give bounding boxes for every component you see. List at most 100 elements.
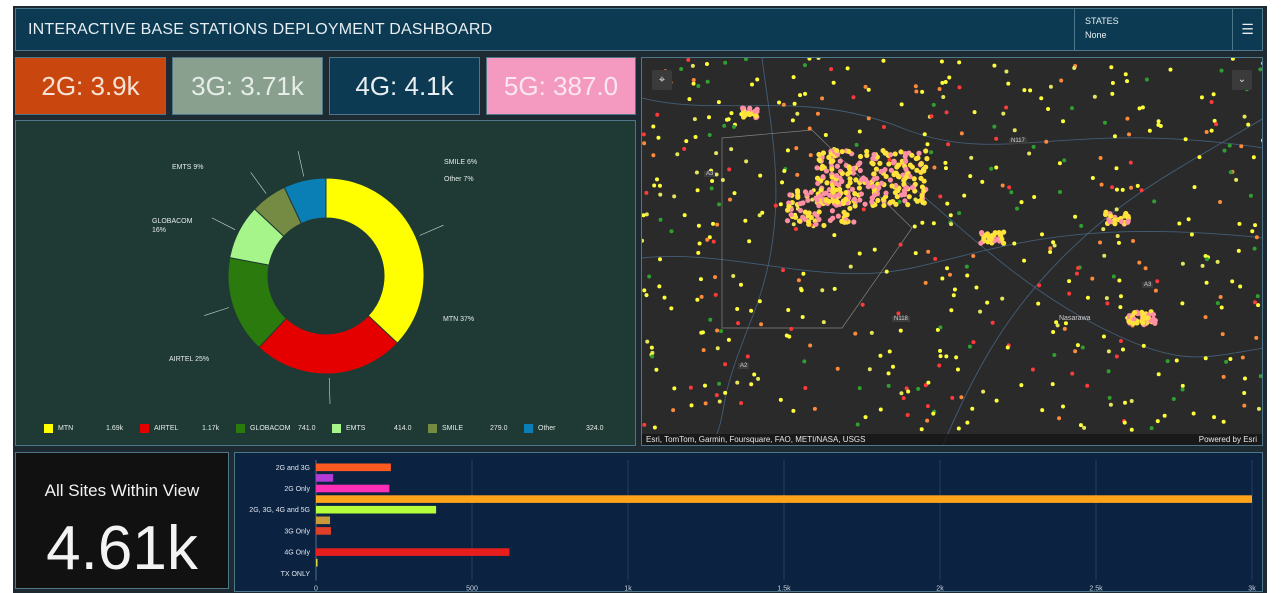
station-marker[interactable] bbox=[672, 386, 677, 391]
station-marker[interactable] bbox=[1110, 91, 1115, 96]
station-marker[interactable] bbox=[647, 274, 652, 279]
station-marker[interactable] bbox=[749, 382, 754, 387]
station-cluster-marker[interactable] bbox=[1112, 221, 1118, 227]
station-cluster-marker[interactable] bbox=[806, 221, 812, 227]
station-marker[interactable] bbox=[795, 111, 800, 116]
station-marker[interactable] bbox=[959, 395, 964, 400]
station-marker[interactable] bbox=[1250, 229, 1255, 234]
station-marker[interactable] bbox=[948, 213, 953, 218]
station-marker[interactable] bbox=[943, 160, 948, 165]
station-marker[interactable] bbox=[929, 114, 934, 119]
legend-item-airtel[interactable]: AIRTEL bbox=[140, 424, 178, 433]
station-marker[interactable] bbox=[916, 386, 921, 391]
station-marker[interactable] bbox=[1253, 223, 1258, 228]
station-marker[interactable] bbox=[978, 309, 983, 314]
station-marker[interactable] bbox=[923, 383, 928, 388]
bar-row-5[interactable] bbox=[316, 516, 331, 525]
station-cluster-marker[interactable] bbox=[814, 197, 820, 203]
station-marker[interactable] bbox=[658, 257, 663, 262]
station-cluster-marker[interactable] bbox=[999, 236, 1005, 242]
station-marker[interactable] bbox=[717, 381, 722, 386]
station-cluster-marker[interactable] bbox=[881, 202, 887, 208]
station-marker[interactable] bbox=[1122, 420, 1127, 425]
station-marker[interactable] bbox=[1123, 400, 1128, 405]
station-marker[interactable] bbox=[899, 102, 904, 107]
legend-item-globacom[interactable]: GLOBACOM bbox=[236, 424, 290, 433]
station-cluster-marker[interactable] bbox=[816, 203, 822, 209]
station-marker[interactable] bbox=[1162, 413, 1167, 418]
station-cluster-marker[interactable] bbox=[921, 188, 927, 194]
station-marker[interactable] bbox=[994, 398, 999, 403]
station-marker[interactable] bbox=[1104, 296, 1109, 301]
station-marker[interactable] bbox=[687, 97, 692, 102]
station-marker[interactable] bbox=[1135, 183, 1140, 188]
station-marker[interactable] bbox=[1125, 79, 1130, 84]
bar-2g-and-3g[interactable] bbox=[316, 463, 391, 472]
station-marker[interactable] bbox=[642, 141, 647, 146]
station-marker[interactable] bbox=[1209, 128, 1214, 133]
station-marker[interactable] bbox=[1180, 383, 1185, 388]
station-cluster-marker[interactable] bbox=[880, 196, 887, 202]
station-cluster-marker[interactable] bbox=[886, 161, 892, 167]
station-marker[interactable] bbox=[735, 380, 740, 385]
station-marker[interactable] bbox=[1030, 367, 1035, 372]
station-marker[interactable] bbox=[1000, 183, 1005, 188]
station-marker[interactable] bbox=[714, 393, 719, 398]
station-marker[interactable] bbox=[913, 251, 918, 256]
station-cluster-marker[interactable] bbox=[905, 202, 911, 208]
station-marker[interactable] bbox=[1242, 376, 1247, 381]
station-marker[interactable] bbox=[884, 269, 889, 274]
hamburger-icon[interactable]: ☰ bbox=[1232, 9, 1262, 50]
station-marker[interactable] bbox=[925, 418, 930, 423]
station-marker[interactable] bbox=[1183, 137, 1188, 142]
station-marker[interactable] bbox=[1180, 261, 1185, 266]
station-marker[interactable] bbox=[1156, 372, 1161, 377]
station-marker[interactable] bbox=[967, 344, 972, 349]
station-marker[interactable] bbox=[691, 78, 696, 83]
station-cluster-marker[interactable] bbox=[816, 209, 822, 215]
station-marker[interactable] bbox=[816, 58, 821, 61]
bar-row-1[interactable] bbox=[316, 474, 334, 482]
station-marker[interactable] bbox=[781, 102, 786, 107]
station-marker[interactable] bbox=[785, 148, 790, 153]
station-marker[interactable] bbox=[990, 320, 995, 325]
station-marker[interactable] bbox=[719, 329, 724, 334]
station-marker[interactable] bbox=[698, 277, 703, 282]
station-cluster-marker[interactable] bbox=[873, 166, 880, 172]
station-cluster-marker[interactable] bbox=[820, 150, 827, 156]
station-marker[interactable] bbox=[1004, 105, 1009, 110]
station-marker[interactable] bbox=[747, 239, 752, 244]
station-cluster-marker[interactable] bbox=[858, 177, 865, 183]
station-marker[interactable] bbox=[714, 151, 719, 156]
station-marker[interactable] bbox=[780, 268, 785, 273]
station-marker[interactable] bbox=[1152, 199, 1157, 204]
station-marker[interactable] bbox=[799, 288, 804, 293]
station-marker[interactable] bbox=[728, 197, 733, 202]
station-marker[interactable] bbox=[1040, 408, 1045, 413]
station-marker[interactable] bbox=[821, 320, 826, 325]
station-marker[interactable] bbox=[695, 188, 700, 193]
station-cluster-marker[interactable] bbox=[834, 148, 840, 154]
station-cluster-marker[interactable] bbox=[888, 152, 894, 158]
station-cluster-marker[interactable] bbox=[984, 231, 991, 237]
station-marker[interactable] bbox=[1098, 156, 1103, 161]
station-marker[interactable] bbox=[1062, 158, 1067, 163]
station-marker[interactable] bbox=[1106, 369, 1111, 374]
station-cluster-marker[interactable] bbox=[847, 205, 853, 212]
station-marker[interactable] bbox=[739, 401, 744, 406]
station-marker[interactable] bbox=[1211, 92, 1216, 97]
station-marker[interactable] bbox=[955, 367, 960, 372]
station-cluster-marker[interactable] bbox=[843, 189, 849, 196]
base-station-map[interactable]: N117 A3 N118 A3 A2 Nasarawa ⌖ ⌄ Esri, To… bbox=[641, 57, 1263, 446]
station-marker[interactable] bbox=[672, 194, 677, 199]
station-cluster-marker[interactable] bbox=[857, 160, 863, 166]
station-marker[interactable] bbox=[808, 343, 813, 348]
bar-2g-only[interactable] bbox=[316, 484, 390, 493]
station-marker[interactable] bbox=[1143, 266, 1148, 271]
station-cluster-marker[interactable] bbox=[784, 207, 791, 213]
station-marker[interactable] bbox=[694, 170, 699, 175]
station-marker[interactable] bbox=[1128, 160, 1133, 165]
station-marker[interactable] bbox=[1051, 329, 1056, 334]
station-marker[interactable] bbox=[857, 129, 862, 134]
station-marker[interactable] bbox=[1156, 119, 1161, 124]
